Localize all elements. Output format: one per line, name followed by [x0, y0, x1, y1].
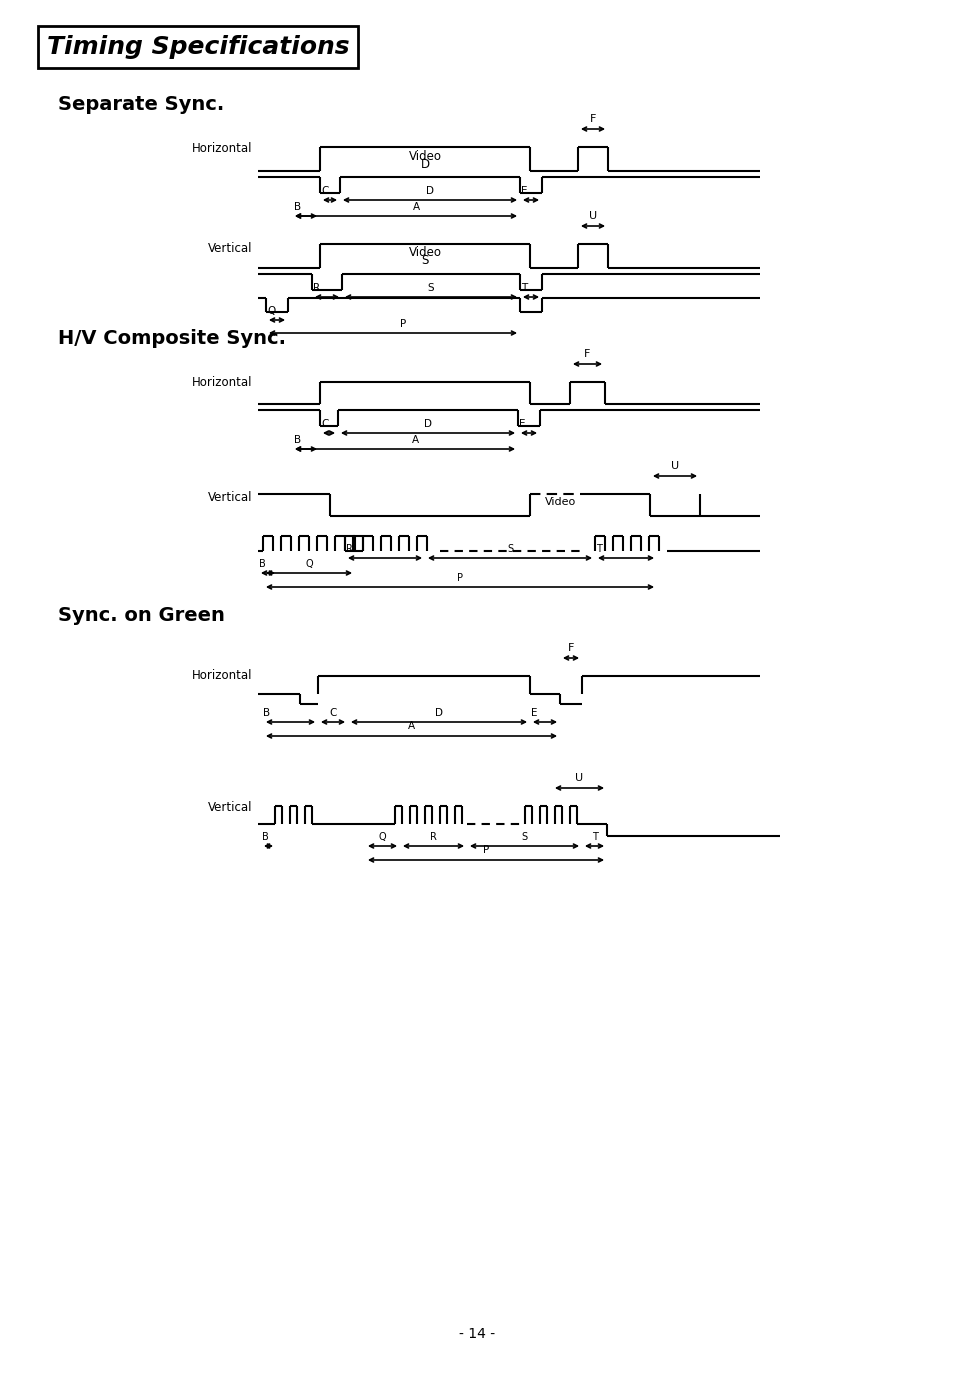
Text: A: A — [412, 202, 419, 212]
Text: F: F — [589, 114, 596, 124]
Text: C: C — [320, 186, 328, 195]
Text: R: R — [430, 832, 436, 842]
Text: E: E — [531, 709, 537, 718]
Text: S: S — [427, 283, 434, 293]
Text: Sync. on Green: Sync. on Green — [58, 607, 225, 626]
Text: A: A — [408, 721, 415, 731]
Text: F: F — [567, 643, 574, 654]
Text: A: A — [411, 435, 418, 444]
Text: Video: Video — [544, 497, 576, 506]
Text: B: B — [294, 435, 301, 444]
Text: T: T — [591, 832, 597, 842]
Text: C: C — [329, 709, 336, 718]
Text: P: P — [456, 572, 462, 583]
Text: B: B — [294, 202, 301, 212]
Text: S: S — [421, 255, 428, 267]
Text: D: D — [426, 186, 434, 195]
Text: E: E — [518, 420, 525, 429]
Text: Q: Q — [378, 832, 386, 842]
Text: Horizontal: Horizontal — [192, 377, 252, 389]
Text: R: R — [346, 544, 353, 555]
Text: Q: Q — [267, 305, 275, 316]
Text: D: D — [420, 157, 429, 171]
Text: H/V Composite Sync.: H/V Composite Sync. — [58, 329, 286, 348]
Text: Separate Sync.: Separate Sync. — [58, 95, 224, 113]
Text: U: U — [670, 461, 679, 471]
Text: D: D — [435, 709, 442, 718]
Text: Vertical: Vertical — [208, 242, 252, 255]
Text: C: C — [320, 420, 328, 429]
Text: T: T — [596, 544, 601, 555]
Text: U: U — [588, 211, 597, 222]
Text: Q: Q — [305, 559, 313, 570]
FancyBboxPatch shape — [38, 26, 357, 67]
Text: S: S — [521, 832, 527, 842]
Text: Video: Video — [408, 150, 441, 162]
Text: Horizontal: Horizontal — [192, 670, 252, 682]
Text: B: B — [263, 709, 270, 718]
Text: - 14 -: - 14 - — [458, 1326, 495, 1342]
Text: Horizontal: Horizontal — [192, 142, 252, 154]
Text: Vertical: Vertical — [208, 801, 252, 815]
Text: F: F — [583, 350, 590, 359]
Text: S: S — [506, 544, 513, 555]
Text: P: P — [399, 319, 406, 329]
Text: Video: Video — [408, 246, 441, 260]
Text: P: P — [482, 845, 489, 854]
Text: T: T — [520, 283, 527, 293]
Text: B: B — [258, 559, 266, 570]
Text: U: U — [575, 773, 583, 783]
Text: D: D — [423, 420, 432, 429]
Text: E: E — [520, 186, 527, 195]
Text: B: B — [262, 832, 269, 842]
Text: Vertical: Vertical — [208, 491, 252, 505]
Text: Timing Specifications: Timing Specifications — [47, 34, 349, 59]
Text: R: R — [313, 283, 320, 293]
